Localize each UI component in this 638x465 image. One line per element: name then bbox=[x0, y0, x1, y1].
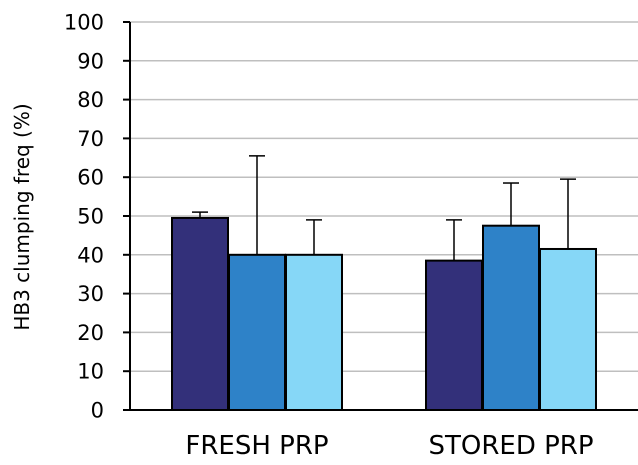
bar bbox=[285, 253, 343, 411]
y-tick-label: 40 bbox=[77, 243, 104, 267]
y-tick-label: 20 bbox=[77, 321, 104, 345]
bar bbox=[482, 224, 540, 411]
y-tick-label: 50 bbox=[77, 205, 104, 229]
y-tick-label: 10 bbox=[77, 360, 104, 384]
y-tick-label: 70 bbox=[77, 127, 104, 151]
y-axis-label: HB3 clumping freq (%) bbox=[10, 103, 34, 330]
bars bbox=[171, 216, 597, 411]
category-label: STORED PRP bbox=[428, 431, 593, 461]
error-bars bbox=[192, 155, 576, 261]
y-tick-label: 90 bbox=[77, 49, 104, 73]
category-label: FRESH PRP bbox=[185, 431, 328, 461]
y-tick-label: 60 bbox=[77, 166, 104, 190]
labels: 0 10 20 30 40 50 60 70 80 90 100 FRESH PRP STORED PR… bbox=[64, 11, 594, 462]
axes bbox=[123, 21, 638, 411]
bar bbox=[171, 216, 229, 411]
bar bbox=[539, 247, 597, 411]
y-tick-label: 0 bbox=[91, 399, 104, 423]
y-tick-label: 100 bbox=[64, 11, 104, 35]
bar bbox=[228, 253, 286, 411]
y-tick-label: 80 bbox=[77, 88, 104, 112]
bar bbox=[425, 259, 483, 411]
y-tick-label: 30 bbox=[77, 282, 104, 306]
